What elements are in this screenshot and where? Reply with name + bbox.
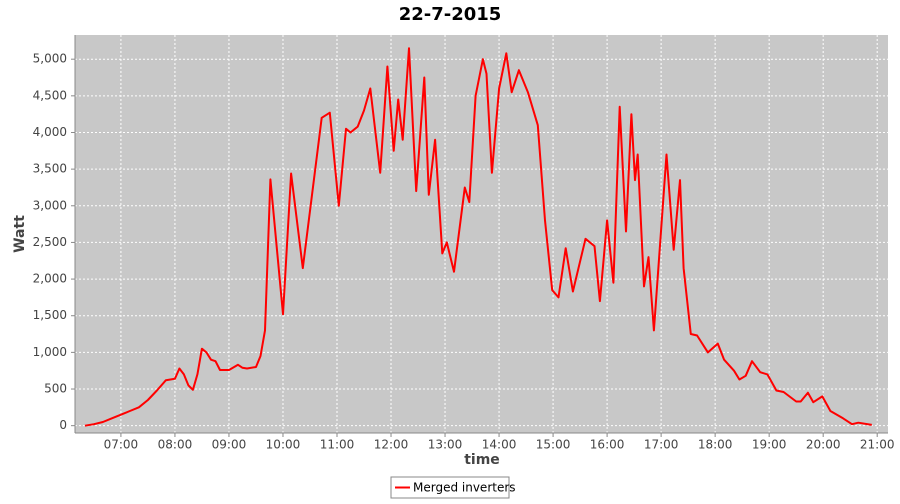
x-tick-label: 13:00 — [428, 438, 463, 452]
legend: Merged inverters — [390, 476, 516, 499]
legend-label: Merged inverters — [413, 481, 516, 495]
x-tick-label: 10:00 — [266, 438, 301, 452]
y-tick-label: 0 — [59, 418, 67, 432]
x-tick-label: 12:00 — [374, 438, 409, 452]
y-tick-label: 2,500 — [33, 235, 67, 249]
y-tick-label: 500 — [44, 382, 67, 396]
x-tick-label: 07:00 — [104, 438, 139, 452]
x-tick-label: 18:00 — [698, 438, 733, 452]
x-tick-label: 17:00 — [644, 438, 679, 452]
x-axis-label: time — [464, 452, 500, 468]
y-tick-label: 2,000 — [33, 272, 67, 286]
legend-box — [390, 476, 510, 499]
x-tick-label: 20:00 — [806, 438, 841, 452]
y-tick-label: 4,500 — [33, 88, 67, 102]
x-tick-label: 16:00 — [590, 438, 625, 452]
y-tick-label: 1,500 — [33, 308, 67, 322]
y-tick-label: 5,000 — [33, 52, 67, 66]
y-tick-label: 4,000 — [33, 125, 67, 139]
y-tick-label: 3,000 — [33, 198, 67, 212]
x-tick-label: 15:00 — [536, 438, 571, 452]
plot-area — [75, 35, 888, 433]
y-tick-label: 3,500 — [33, 162, 67, 176]
x-tick-label: 11:00 — [320, 438, 355, 452]
x-tick-label: 08:00 — [158, 438, 193, 452]
x-tick-label: 09:00 — [212, 438, 247, 452]
chart-title: 22-7-2015 — [399, 4, 502, 25]
x-tick-label: 21:00 — [860, 438, 895, 452]
x-tick-label: 19:00 — [752, 438, 787, 452]
y-tick-label: 1,000 — [33, 345, 67, 359]
x-tick-label: 14:00 — [482, 438, 517, 452]
series-line — [84, 47, 872, 427]
y-axis-label: Watt — [12, 215, 28, 253]
